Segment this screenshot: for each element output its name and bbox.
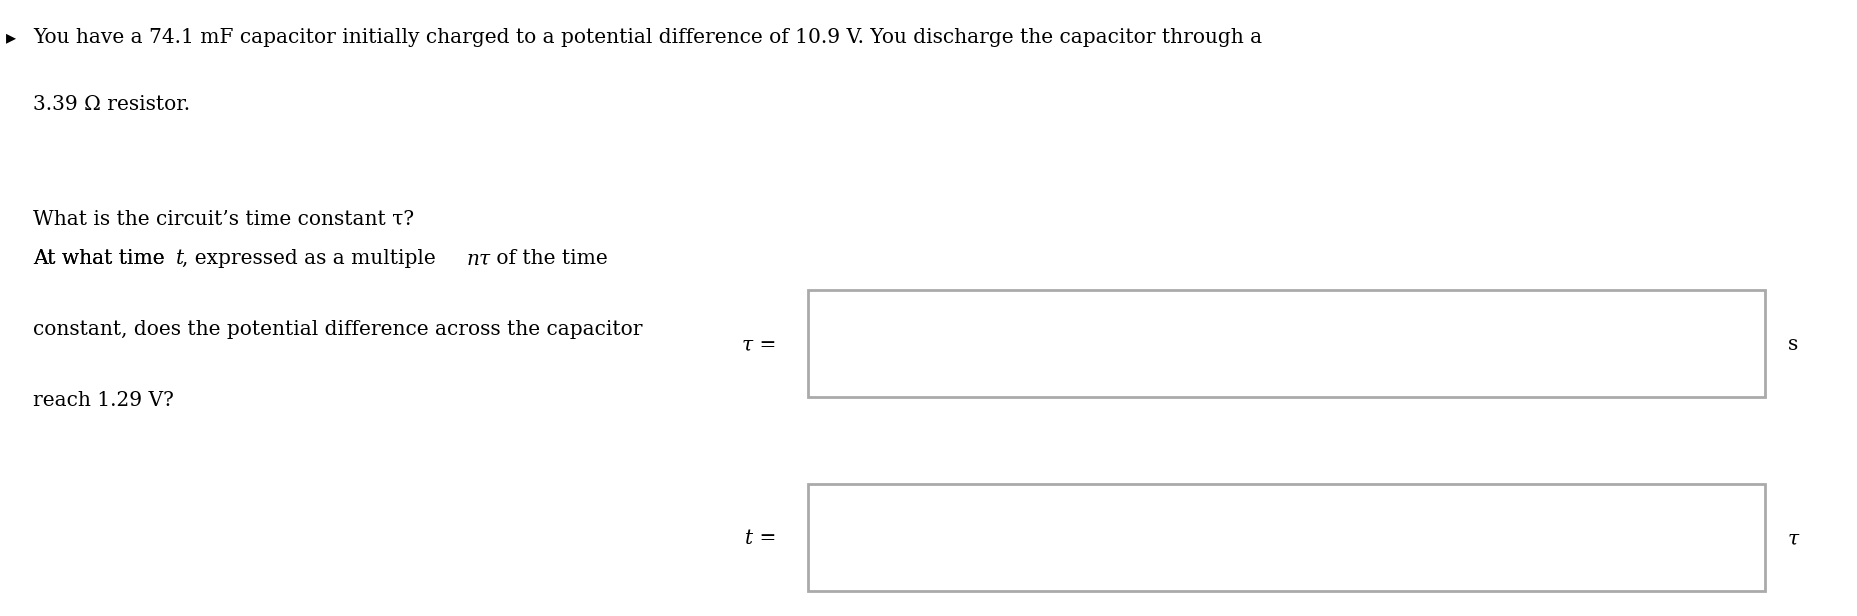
Text: 3.39 Ω resistor.: 3.39 Ω resistor.	[33, 95, 191, 115]
Text: of the time: of the time	[490, 249, 607, 269]
Text: t: t	[176, 249, 184, 269]
Text: At what time: At what time	[33, 249, 171, 269]
Text: s: s	[1786, 336, 1798, 354]
FancyBboxPatch shape	[808, 484, 1764, 591]
Text: constant, does the potential difference across the capacitor: constant, does the potential difference …	[33, 320, 643, 339]
FancyBboxPatch shape	[808, 290, 1764, 397]
Text: At what time: At what time	[33, 249, 171, 269]
Text: ▸: ▸	[6, 28, 15, 47]
Text: , expressed as a multiple: , expressed as a multiple	[182, 249, 442, 269]
Text: reach 1.29 V?: reach 1.29 V?	[33, 391, 175, 410]
Text: t =: t =	[745, 530, 776, 548]
Text: τ =: τ =	[741, 336, 776, 354]
Text: τ: τ	[1786, 530, 1798, 548]
Text: You have a 74.1 mF capacitor initially charged to a potential difference of 10.9: You have a 74.1 mF capacitor initially c…	[33, 28, 1263, 47]
Text: nτ: nτ	[466, 249, 490, 269]
Text: What is the circuit’s time constant τ?: What is the circuit’s time constant τ?	[33, 209, 414, 229]
